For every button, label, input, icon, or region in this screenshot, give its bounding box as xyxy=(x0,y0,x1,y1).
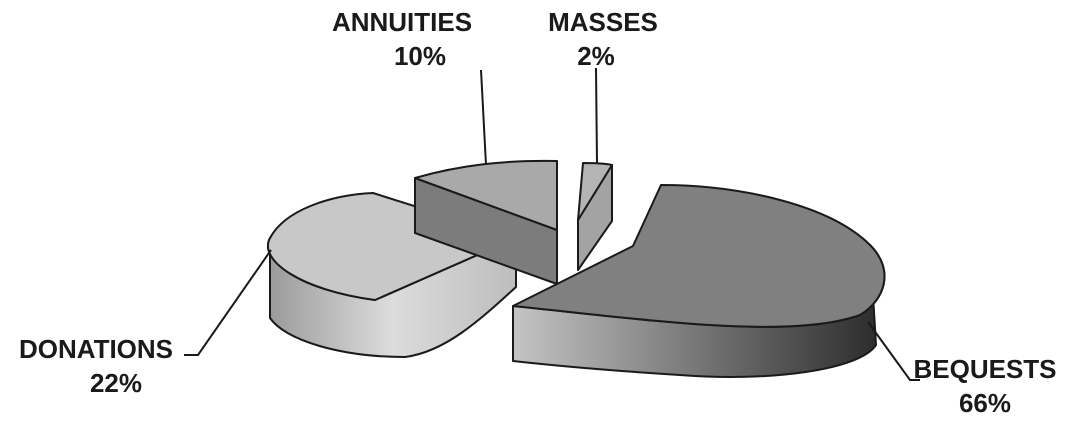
leader-line-masses xyxy=(595,67,598,164)
slice-masses-top xyxy=(577,162,613,221)
leader-line-donations xyxy=(184,249,272,356)
slice-annuities xyxy=(414,159,558,285)
slices-layer xyxy=(267,159,886,378)
leader-line-bequests xyxy=(867,321,920,381)
leader-lines-layer xyxy=(184,67,920,381)
slice-label-donations: DONATIONS xyxy=(19,334,173,364)
slice-label-annuities: ANNUITIES xyxy=(332,7,472,37)
slice-value-donations: 22% xyxy=(90,368,142,398)
slice-value-bequests: 66% xyxy=(959,388,1011,417)
slice-annuities-top xyxy=(414,159,558,231)
slice-masses xyxy=(577,162,613,271)
labels-layer: BEQUESTS 66% DONATIONS 22% ANNUITIES 10% MASSE… xyxy=(19,7,1057,418)
slice-value-annuities: 10% xyxy=(394,41,446,71)
slice-label-bequests: BEQUESTS xyxy=(913,354,1056,384)
slice-bequests xyxy=(512,184,886,378)
slice-label-masses: MASSES xyxy=(548,7,658,37)
leader-line-annuities xyxy=(480,69,487,166)
slice-value-masses: 2% xyxy=(577,41,615,71)
slice-bequests-top xyxy=(512,184,886,328)
